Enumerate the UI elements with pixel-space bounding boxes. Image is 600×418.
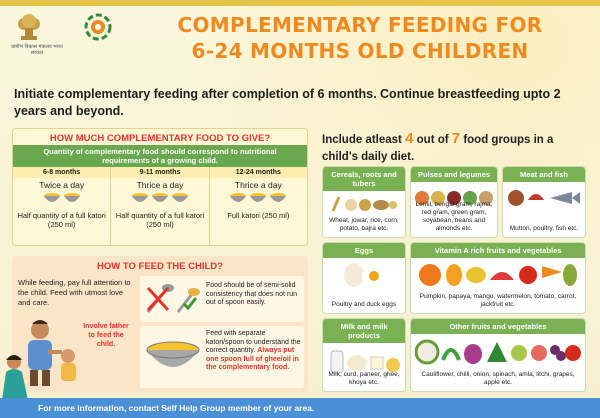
card-title: Vitamin A rich fruits and vegetables bbox=[411, 243, 585, 258]
intro-number-7: 7 bbox=[451, 130, 461, 147]
pulses-icon bbox=[415, 191, 493, 205]
amount-label: Half quantity of a full katori (250 ml) bbox=[115, 211, 205, 229]
spoon-consistency-icon bbox=[146, 284, 200, 313]
father-feeding-child-illustration bbox=[28, 320, 76, 386]
food-group-card-other-fruits: Other fruits and vegetables Cauliflower,… bbox=[410, 318, 586, 392]
quantity-heading: HOW MUCH COMPLEMENTARY FOOD TO GIVE? bbox=[49, 133, 271, 144]
intro-prefix: Include atleast bbox=[322, 134, 402, 146]
food-group-card-pulses: Pulses and legumes Lentil, bengal gram, … bbox=[410, 166, 498, 238]
katori-icon bbox=[43, 193, 60, 202]
katori-icon bbox=[131, 193, 148, 202]
card-title: Eggs bbox=[323, 243, 405, 258]
page-title: COMPLEMENTARY FEEDING FOR 6-24 MONTHS OL… bbox=[140, 12, 580, 64]
quantity-banner: Quantity of complementary food should co… bbox=[13, 145, 307, 167]
eggs-icon bbox=[344, 263, 386, 287]
father-text: Involve father to feed the child. bbox=[83, 323, 129, 348]
consistency-text: Food should be of semi-solid consistency… bbox=[206, 282, 298, 306]
consistency-tip: Food should be of semi-solid consistency… bbox=[140, 276, 304, 322]
card-title: Other fruits and vegetables bbox=[411, 319, 585, 334]
food-group-card-eggs: Eggs Poultry and duck eggs bbox=[322, 242, 406, 314]
food-group-card-cereals: Cereals, roots and tubers Wheat, jowar, … bbox=[322, 166, 406, 238]
milk-products-icon bbox=[330, 350, 400, 374]
quantity-column: 9-11 months Thrice a day Half quantity o… bbox=[111, 167, 210, 245]
age-label: 6-8 months bbox=[13, 167, 111, 178]
top-stripe bbox=[0, 0, 600, 6]
card-foods: Lentil, bengal gram, rajma, red gram, gr… bbox=[415, 201, 493, 232]
title-line-2: 6-24 MONTHS OLD CHILDREN bbox=[191, 39, 529, 63]
quantity-panel: HOW MUCH COMPLEMENTARY FOOD TO GIVE? Qua… bbox=[12, 128, 308, 246]
woman-illustration bbox=[2, 355, 28, 400]
ministry-caption: ग्रामीण विकास मंत्रालय भारत सरकार bbox=[11, 44, 63, 56]
amount-label: Half quantity of a full katori (250 ml) bbox=[17, 211, 106, 229]
frequency-label: Thrice a day bbox=[136, 180, 184, 190]
food-group-card-vitamin-a: Vitamin A rich fruits and vegetables Pum… bbox=[410, 242, 586, 314]
quantity-column: 12-24 months Thrice a day Full katori (2… bbox=[209, 167, 307, 245]
national-emblem-icon bbox=[18, 14, 40, 40]
age-label: 9-11 months bbox=[111, 167, 209, 178]
card-foods: Pumpkin, papaya, mango, watermelon, toma… bbox=[419, 293, 577, 308]
title-line-1: COMPLEMENTARY FEEDING FOR bbox=[177, 13, 543, 37]
intro-suffix: food groups in a child's daily diet. bbox=[322, 134, 554, 163]
katori-icon bbox=[250, 193, 267, 202]
card-foods: Milk, curd, paneer, ghee, khoya etc. bbox=[328, 371, 400, 386]
fruits-vegetables-icon bbox=[415, 339, 581, 365]
vitamin-a-foods-icon bbox=[419, 264, 577, 286]
intro-mid: out of bbox=[416, 134, 449, 146]
attention-text: While feeding, pay full attention to the… bbox=[18, 278, 131, 307]
food-groups-intro: Include atleast 4 out of 7 food groups i… bbox=[322, 130, 582, 166]
food-group-card-milk: Milk and milk products Milk, curd, panee… bbox=[322, 318, 406, 392]
katori-text-main: Feed with separate katori/spoon to under… bbox=[206, 330, 301, 354]
katori-ghee-icon bbox=[146, 341, 200, 367]
quantity-column: 6-8 months Twice a day Half quantity of … bbox=[13, 167, 112, 245]
katori-icon bbox=[63, 193, 80, 202]
meat-fish-icon bbox=[508, 190, 580, 206]
footer-banner: For more information, contact Self Help … bbox=[0, 398, 600, 418]
amount-label: Full katori (250 ml) bbox=[227, 211, 290, 220]
katori-tip: Feed with separate katori/spoon to under… bbox=[140, 326, 304, 388]
grains-icon bbox=[331, 196, 397, 212]
intro-text: Initiate complementary feeding after com… bbox=[14, 87, 561, 118]
card-foods: Poultry and duck eggs bbox=[331, 301, 397, 308]
feeding-panel: HOW TO FEED THE CHILD? While feeding, pa… bbox=[12, 256, 308, 392]
katori-text-ghee: Always put one spoon full of ghee/oil in… bbox=[206, 347, 299, 371]
card-foods: Mutton, poultry, fish etc. bbox=[509, 225, 579, 232]
card-title: Milk and milk products bbox=[323, 319, 405, 343]
card-title: Cereals, roots and tubers bbox=[323, 167, 405, 191]
feeding-heading: HOW TO FEED THE CHILD? bbox=[97, 261, 223, 272]
katori-icon bbox=[270, 193, 287, 202]
frequency-label: Twice a day bbox=[39, 180, 85, 190]
katori-icon bbox=[151, 193, 168, 202]
intro-number-4: 4 bbox=[405, 130, 414, 147]
card-foods: Wheat, jowar, rice, corn, potato, bajra … bbox=[329, 217, 399, 232]
age-label: 12-24 months bbox=[209, 167, 307, 178]
card-title: Pulses and legumes bbox=[411, 167, 497, 182]
mission-logo-icon bbox=[84, 13, 112, 41]
food-group-card-meat: Meat and fish Mutton, poultry, fish etc. bbox=[502, 166, 586, 238]
card-foods: Cauliflower, chilli, onion, spinach, aml… bbox=[421, 371, 575, 386]
katori-text: Feed with separate katori/spoon to under… bbox=[206, 330, 302, 373]
katori-icon bbox=[230, 193, 247, 202]
card-title: Meat and fish bbox=[503, 167, 585, 182]
frequency-label: Thrice a day bbox=[234, 180, 282, 190]
katori-icon bbox=[171, 193, 188, 202]
